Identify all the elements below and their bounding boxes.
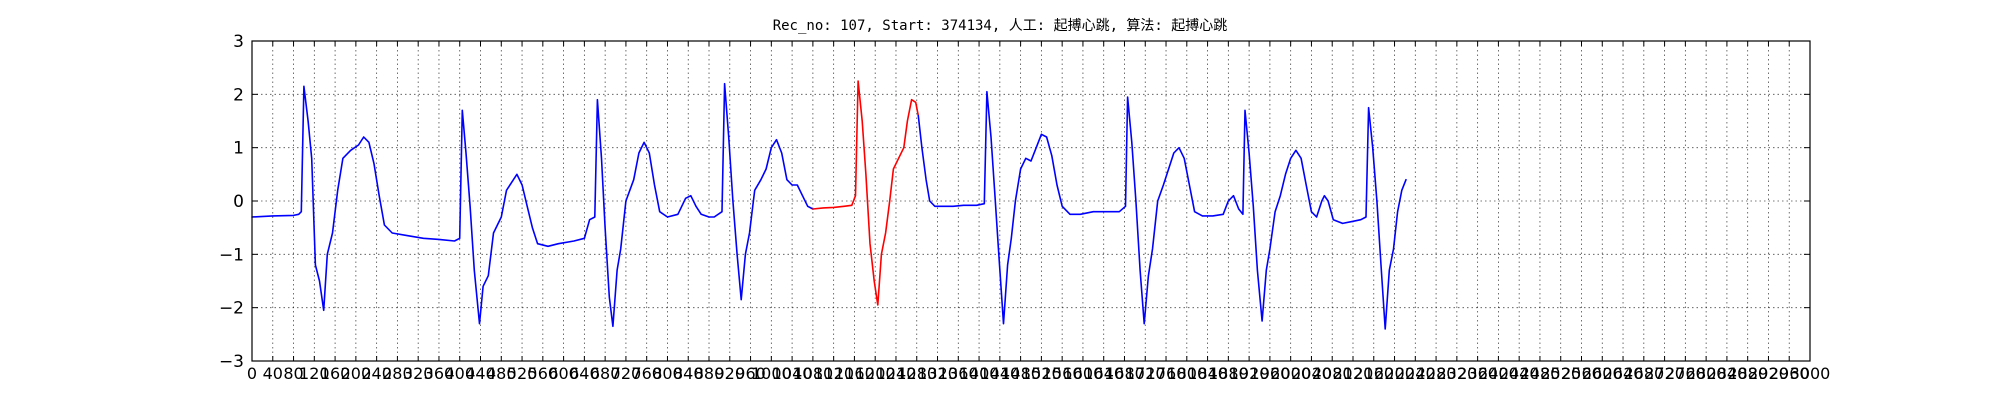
- x-tick-label: 360: [424, 364, 455, 383]
- x-tick-label: 1960: [1250, 364, 1291, 383]
- signal-line-1: [251, 82, 814, 328]
- y-tick-label: 3: [233, 32, 244, 52]
- x-tick-label: 2800: [1686, 364, 1727, 383]
- x-tick-label: 2560: [1561, 364, 1602, 383]
- x-tick-label: 2120: [1333, 364, 1374, 383]
- x-tick-label: 880: [694, 364, 725, 383]
- x-tick-label: 280: [382, 364, 413, 383]
- x-tick-label: 560: [528, 364, 559, 383]
- x-tick-label: 1040: [772, 364, 813, 383]
- chart-title: Rec_no: 107, Start: 374134, 人工: 起搏心跳, 算法…: [773, 17, 1228, 34]
- x-tick-label: 1640: [1083, 364, 1124, 383]
- x-tick-label: 480: [486, 364, 517, 383]
- y-tick-label: −3: [219, 352, 244, 372]
- x-tick-label: 2000: [1270, 364, 1311, 383]
- x-tick-label: 1800: [1166, 364, 1207, 383]
- x-tick-label: 800: [652, 364, 683, 383]
- x-tick-label: 2440: [1499, 364, 1540, 383]
- x-tick-label: 2200: [1374, 364, 1415, 383]
- x-tick-label: 2080: [1312, 364, 1353, 383]
- x-tick-label: 520: [507, 364, 538, 383]
- x-tick-label: 320: [403, 364, 434, 383]
- x-tick-label: 2320: [1436, 364, 1477, 383]
- signal-line-2: [812, 80, 920, 306]
- x-tick-label: 960: [735, 364, 766, 383]
- y-axis: 3 2 1 0 −1 −2 −3: [219, 32, 1810, 372]
- x-tick-label: 640: [569, 364, 600, 383]
- x-tick-label: 2480: [1520, 364, 1561, 383]
- x-tick-label: 200: [341, 364, 372, 383]
- x-tick-label: 1560: [1042, 364, 1083, 383]
- x-tick-label: 1880: [1208, 364, 1249, 383]
- x-tick-label: 2640: [1603, 364, 1644, 383]
- x-tick-label: 240: [361, 364, 392, 383]
- y-tick-label: −1: [219, 245, 244, 265]
- x-tick-label: 840: [673, 364, 704, 383]
- x-tick-label: 2760: [1665, 364, 1706, 383]
- x-tick-label: 120: [299, 364, 330, 383]
- x-tick-label: 1720: [1125, 364, 1166, 383]
- x-tick-label: 1680: [1104, 364, 1145, 383]
- x-tick-label: 2040: [1291, 364, 1332, 383]
- x-tick-label: 1400: [959, 364, 1000, 383]
- x-tick-label: 1520: [1021, 364, 1062, 383]
- x-tick-label: 400: [444, 364, 475, 383]
- x-tick-label: 2400: [1478, 364, 1519, 383]
- x-tick-label: 40: [263, 364, 283, 383]
- x-tick-label: 2880: [1727, 364, 1768, 383]
- x-tick-label: 760: [631, 364, 662, 383]
- x-tick-label: 1080: [793, 364, 834, 383]
- x-tick-label: 1840: [1187, 364, 1228, 383]
- x-tick-label: 2360: [1457, 364, 1498, 383]
- x-tick-label: 1200: [855, 364, 896, 383]
- x-tick-label: 720: [611, 364, 642, 383]
- x-tick-label: 2280: [1416, 364, 1457, 383]
- x-tick-label: 1000: [751, 364, 792, 383]
- x-tick-label: 80: [283, 364, 303, 383]
- x-axis: 0 40 8012016020024028032036040044048052056…: [247, 41, 1830, 383]
- signal-line-3: [917, 90, 1407, 330]
- x-tick-label: 2240: [1395, 364, 1436, 383]
- x-tick-label: 1360: [938, 364, 979, 383]
- y-tick-label: −2: [219, 299, 244, 319]
- x-tick-label: 1160: [834, 364, 875, 383]
- x-tick-label: 1120: [813, 364, 854, 383]
- x-tick-label: 1320: [917, 364, 958, 383]
- x-tick-label: 1280: [896, 364, 937, 383]
- x-tick-label: 1240: [876, 364, 917, 383]
- x-tick-label: 160: [320, 364, 351, 383]
- x-tick-label: 440: [465, 364, 496, 383]
- x-tick-label: 2520: [1540, 364, 1581, 383]
- x-tick-label: 0: [247, 364, 257, 383]
- x-tick-label: 600: [548, 364, 579, 383]
- x-tick-label: 2960: [1769, 364, 1810, 383]
- x-tick-label: 1440: [979, 364, 1020, 383]
- grid-lines: [252, 41, 1810, 361]
- x-tick-label: 1760: [1146, 364, 1187, 383]
- x-tick-label: 1480: [1000, 364, 1041, 383]
- x-tick-label: 1920: [1229, 364, 1270, 383]
- x-tick-label: 2720: [1644, 364, 1685, 383]
- x-tick-label: 2840: [1707, 364, 1748, 383]
- x-tick-label: 2680: [1623, 364, 1664, 383]
- y-tick-label: 1: [233, 139, 244, 159]
- x-tick-label: 2600: [1582, 364, 1623, 383]
- x-tick-label: 2160: [1353, 364, 1394, 383]
- x-tick-label: 1600: [1063, 364, 1104, 383]
- x-tick-label: 920: [715, 364, 746, 383]
- x-tick-label: 2920: [1748, 364, 1789, 383]
- y-tick-label: 0: [233, 192, 244, 212]
- x-tick-label: 680: [590, 364, 621, 383]
- x-tick-label: 3000: [1790, 364, 1831, 383]
- y-tick-label: 2: [233, 85, 244, 105]
- signal-series: [251, 80, 1407, 330]
